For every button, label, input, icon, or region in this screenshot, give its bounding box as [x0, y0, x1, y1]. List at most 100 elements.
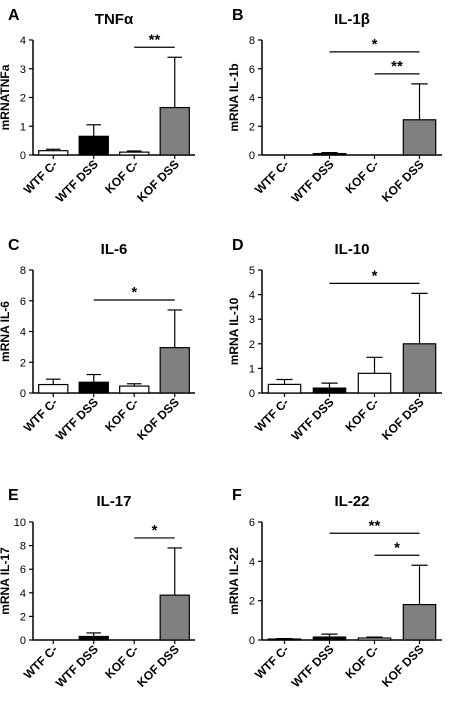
- bar-4: [159, 347, 190, 394]
- x-tick-label: KOF DSS: [379, 395, 427, 443]
- significance-label: *: [394, 539, 400, 556]
- y-tick-label: 4: [20, 588, 26, 600]
- x-tick-label: WTF C-: [21, 642, 61, 682]
- bar-3: [119, 151, 150, 156]
- x-tick-label: KOF C-: [342, 395, 381, 434]
- y-tick-label: 4: [249, 556, 255, 568]
- y-axis-label: mRNA IL-6: [0, 301, 12, 362]
- bar-4: [402, 119, 437, 156]
- y-axis-label: mRNA IL-1b: [227, 63, 241, 131]
- x-tick-label: KOF C-: [102, 642, 141, 681]
- y-axis-label: mRNA IL-10: [227, 297, 241, 365]
- panel-letter: C: [8, 237, 20, 254]
- panel-letter: B: [232, 7, 244, 24]
- chart-panel-a: A TNFα mRNATNFa 0 1 2 3 4 WTF C-WTF DSS KOF C-KOF…: [0, 7, 195, 205]
- x-tick-label: KOF C-: [342, 642, 381, 681]
- x-tick-label: KOF DSS: [134, 395, 182, 443]
- x-tick-label: WTF C-: [21, 395, 61, 435]
- x-tick-label: KOF DSS: [379, 157, 427, 205]
- y-tick-label: 3: [20, 64, 26, 76]
- significance-label: **: [369, 517, 381, 534]
- bar-4: [402, 343, 437, 394]
- y-tick-label: 8: [20, 265, 26, 277]
- y-tick-label: 10: [14, 517, 26, 529]
- chart-title: IL-10: [334, 241, 369, 258]
- significance-label: *: [372, 267, 378, 284]
- bar-2: [78, 381, 109, 394]
- panel-letter: E: [8, 487, 19, 504]
- bar-4: [159, 594, 190, 641]
- y-tick-label: 2: [20, 611, 26, 623]
- chart-title: IL-6: [101, 241, 128, 258]
- y-tick-label: 6: [249, 64, 255, 76]
- x-tick-label: KOF DSS: [134, 157, 182, 205]
- x-tick-label: WTF DSS: [289, 157, 337, 205]
- y-tick-label: 6: [20, 564, 26, 576]
- bar-2: [312, 636, 347, 641]
- y-tick-label: 0: [249, 388, 255, 400]
- bar-3: [357, 637, 392, 641]
- x-tick-label: WTF DSS: [289, 642, 337, 690]
- x-tick-label: WTF DSS: [289, 395, 337, 443]
- bar-3: [357, 372, 392, 394]
- y-tick-label: 2: [249, 339, 255, 351]
- chart-title: IL-22: [334, 493, 369, 510]
- x-tick-label: WTF C-: [252, 395, 292, 435]
- chart-title: IL-17: [96, 493, 131, 510]
- y-tick-label: 0: [20, 150, 26, 162]
- bar-2: [312, 152, 347, 156]
- x-tick-label: WTF DSS: [53, 642, 101, 690]
- significance-label: **: [149, 31, 161, 48]
- x-tick-label: WTF C-: [252, 642, 292, 682]
- x-tick-label: WTF C-: [252, 157, 292, 197]
- x-tick-label: WTF DSS: [53, 395, 101, 443]
- y-axis-label: mRNA IL-17: [0, 547, 12, 615]
- chart-title: TNFα: [95, 11, 134, 28]
- chart-panel-b: B IL-1β mRNA IL-1b 0 2 4 6 8 WTF C-WTF DSS KOF C-…: [227, 7, 442, 205]
- significance-label: *: [152, 522, 158, 539]
- bar-4: [159, 106, 190, 156]
- significance-label: *: [372, 36, 378, 53]
- y-axis-label: mRNATNFa: [0, 64, 12, 130]
- y-tick-label: 4: [249, 93, 255, 105]
- x-tick-label: KOF C-: [102, 157, 141, 196]
- bar-2: [78, 635, 109, 641]
- bar-3: [119, 385, 150, 394]
- chart-panel-c: C IL-6 mRNA IL-6 0 2 4 6 8 WTF C-WTF DSS KOF C-KO…: [0, 237, 195, 443]
- bar-2: [312, 387, 347, 394]
- x-tick-label: KOF C-: [342, 157, 381, 196]
- y-tick-label: 4: [249, 290, 255, 302]
- bar-2: [78, 135, 109, 156]
- y-axis-label: mRNA IL-22: [227, 547, 241, 615]
- y-tick-label: 5: [249, 265, 255, 277]
- x-tick-label: KOF DSS: [134, 642, 182, 690]
- chart-panel-f: F IL-22 mRNA IL-22 0 2 4 6 WTF C-WTF DSS KOF C-K…: [227, 487, 442, 690]
- bar-1: [38, 383, 69, 394]
- y-tick-label: 6: [20, 296, 26, 308]
- panel-letter: F: [232, 487, 242, 504]
- x-tick-label: WTF DSS: [53, 157, 101, 205]
- y-tick-label: 8: [249, 35, 255, 47]
- bar-1: [267, 383, 302, 394]
- chart-panel-d: D IL-10 mRNA IL-10 0 1 2 3 4 5 WTF C-WTF DSS KOF C…: [227, 237, 442, 443]
- significance-label: *: [131, 284, 137, 301]
- chart-title: IL-1β: [334, 11, 370, 28]
- y-tick-label: 0: [249, 635, 255, 647]
- y-tick-label: 2: [20, 357, 26, 369]
- significance-label: **: [391, 58, 403, 75]
- panel-letter: D: [232, 237, 244, 254]
- y-tick-label: 3: [249, 314, 255, 326]
- y-tick-label: 0: [20, 388, 26, 400]
- bar-4: [402, 603, 437, 641]
- x-tick-label: WTF C-: [21, 157, 61, 197]
- y-tick-label: 2: [249, 121, 255, 133]
- y-tick-label: 4: [20, 327, 26, 339]
- y-tick-label: 0: [249, 150, 255, 162]
- y-tick-label: 2: [249, 596, 255, 608]
- bar-1: [38, 150, 69, 156]
- y-tick-label: 6: [249, 517, 255, 529]
- y-tick-label: 2: [20, 93, 26, 105]
- y-tick-label: 0: [20, 635, 26, 647]
